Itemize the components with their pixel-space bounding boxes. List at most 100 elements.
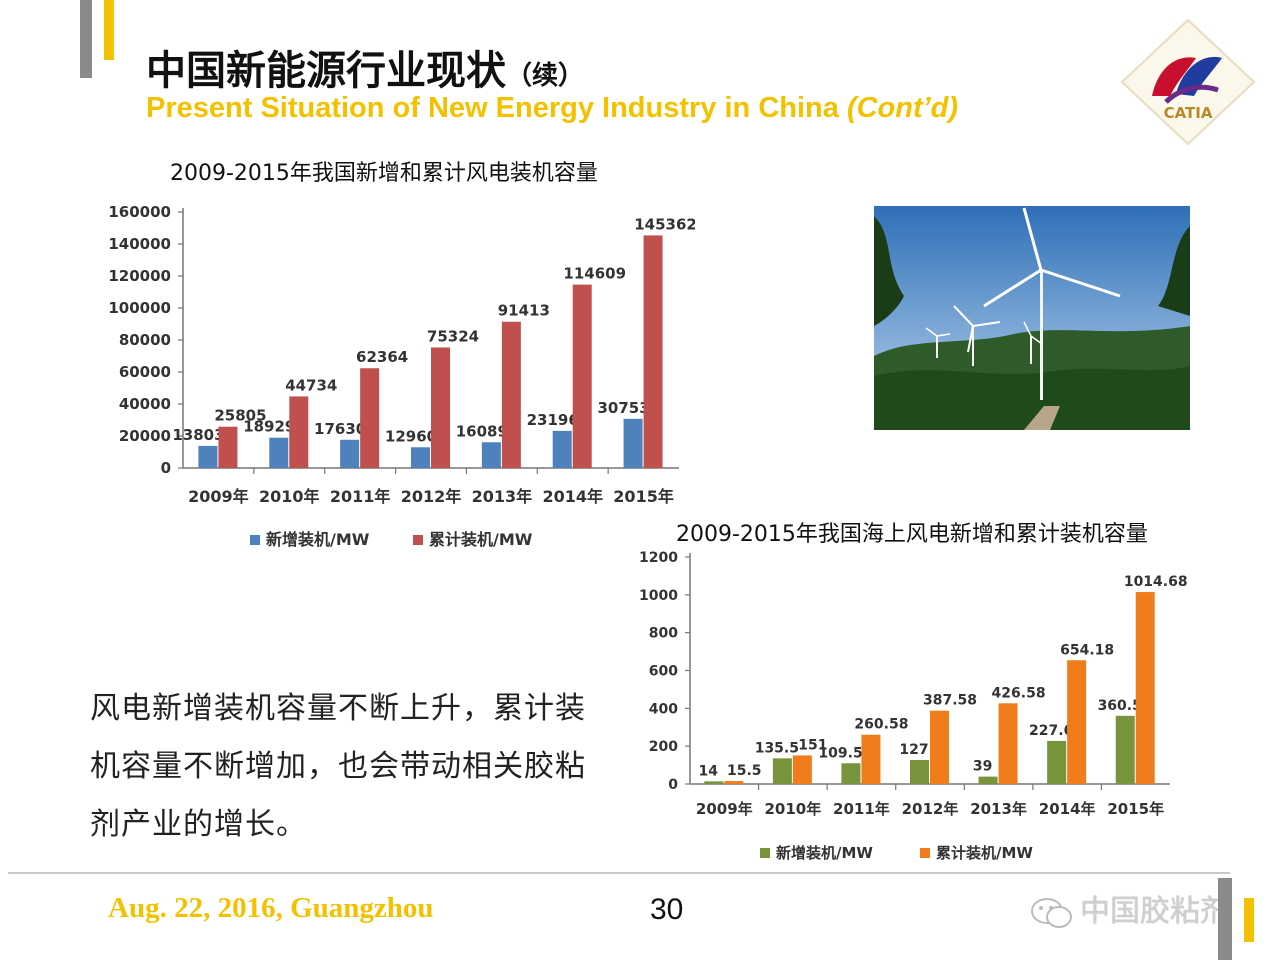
title-cn-suffix: （续） [506,61,585,91]
y-tick-label: 0 [161,459,171,477]
x-category-label: 2015年 [1107,800,1164,818]
wechat-name: 中国胶粘剂 [1080,894,1230,929]
y-tick-label: 800 [649,626,678,642]
bar-new [198,445,218,468]
bar-cumulative [431,347,450,468]
data-label: 44734 [285,376,337,394]
bar-cumulative [643,235,663,468]
y-tick-label: 80000 [119,331,171,349]
data-label: 30753 [597,399,649,417]
data-label: 151 [798,737,827,753]
legend-label: 新增装机/MW [776,844,873,862]
bar-new [978,776,998,784]
wechat-watermark: 中国胶粘剂 [1030,886,1230,930]
x-category-label: 2011年 [833,800,890,818]
top-gray-bar [80,0,92,78]
bar-cumulative [930,710,949,784]
bar-new [841,763,861,784]
data-label: 18929 [243,418,295,436]
bar-new [772,758,792,784]
y-tick-label: 600 [649,664,678,680]
data-label: 387.58 [923,693,977,709]
y-tick-label: 0 [668,777,678,793]
data-label: 135.5 [755,740,799,756]
bar-cumulative [861,734,881,784]
data-label: 654.18 [1060,642,1114,658]
data-label: 16089 [456,422,508,440]
bar-new [1047,740,1067,784]
data-label: 39 [973,759,992,775]
x-category-label: 2013年 [970,800,1027,818]
legend-swatch [920,848,930,858]
bar-new [704,781,724,784]
data-label: 25805 [214,407,266,425]
x-category-label: 2014年 [1039,800,1096,818]
y-tick-label: 140000 [108,235,171,253]
bar-cumulative [1067,660,1087,784]
y-tick-label: 1000 [639,588,678,604]
x-category-label: 2013年 [472,487,533,506]
footer-date-location: Aug. 22, 2016, Guangzhou [108,892,434,924]
chart2-title: 2009-2015年我国海上风电新增和累计装机容量 [676,522,1148,547]
data-label: 75324 [427,327,479,345]
bar-cumulative [572,284,592,468]
wechat-icon [1031,897,1072,928]
x-category-label: 2015年 [613,487,674,506]
bar-new [1115,715,1135,784]
bar-new [481,442,501,468]
data-label: 17630 [314,420,366,438]
legend-swatch [760,848,770,858]
chart1-title: 2009-2015年我国新增和累计风电装机容量 [170,161,598,186]
x-category-label: 2012年 [902,800,959,818]
page-number: 30 [650,893,684,926]
data-label: 62364 [356,348,408,366]
data-label: 114609 [563,265,626,283]
slide-title-en: Present Situation of New Energy Industry… [146,92,959,124]
y-tick-label: 20000 [119,427,171,445]
footer-divider [8,872,1230,874]
x-category-label: 2014年 [542,487,603,506]
data-label: 360.5 [1098,698,1142,714]
bar-cumulative [360,368,380,468]
data-label: 1014.68 [1124,574,1188,590]
data-label: 12960 [385,427,437,445]
data-label: 23196 [527,411,579,429]
bottom-gray-bar [1218,878,1232,960]
legend-label: 累计装机/MW [429,530,533,549]
bar-new [411,447,430,468]
x-category-label: 2010年 [764,800,821,818]
y-tick-label: 200 [649,739,678,755]
bar-new [910,759,929,784]
bar-new [552,430,572,468]
slide-title-cn: 中国新能源行业现状（续） [146,48,585,94]
bar-cumulative [998,703,1018,784]
offshore-wind-chart: 0 200 400 600 800 1000 1200 2009年 14 15.5 2010年 135… [639,550,1188,862]
data-label: 127 [899,742,928,758]
catia-logo: CATIA [1120,18,1256,146]
data-label: 15.5 [727,763,762,779]
y-tick-label: 400 [649,701,678,717]
x-category-label: 2011年 [330,487,391,506]
data-label: 260.58 [854,717,908,733]
y-tick-label: 100000 [108,299,171,317]
data-label: 227.6 [1029,723,1073,739]
wind-turbine-photo [874,206,1190,430]
data-label: 145362 [634,215,695,233]
legend-swatch [250,535,260,545]
wind-capacity-chart: 0 20000 40000 60000 80000 100000 120000 140000 1… [108,203,695,549]
x-category-label: 2012年 [401,487,462,506]
body-paragraph: 风电新增装机容量不断上升，累计装机容量不断增加，也会带动相关胶粘剂产业的增长。 [90,691,586,842]
bar-cumulative [289,396,309,468]
data-label: 13803 [172,426,224,444]
bar-cumulative [218,426,238,468]
legend-swatch [413,535,423,545]
top-yellow-bar [104,0,114,60]
bar-cumulative [501,321,521,468]
bottom-yellow-bar [1244,898,1254,942]
title-en-suffix: (Cont’d) [846,92,959,124]
y-tick-label: 40000 [119,395,171,413]
y-tick-label: 1200 [639,550,678,566]
bar-new [269,437,289,468]
y-tick-label: 160000 [108,203,171,221]
bar-new [623,418,643,468]
